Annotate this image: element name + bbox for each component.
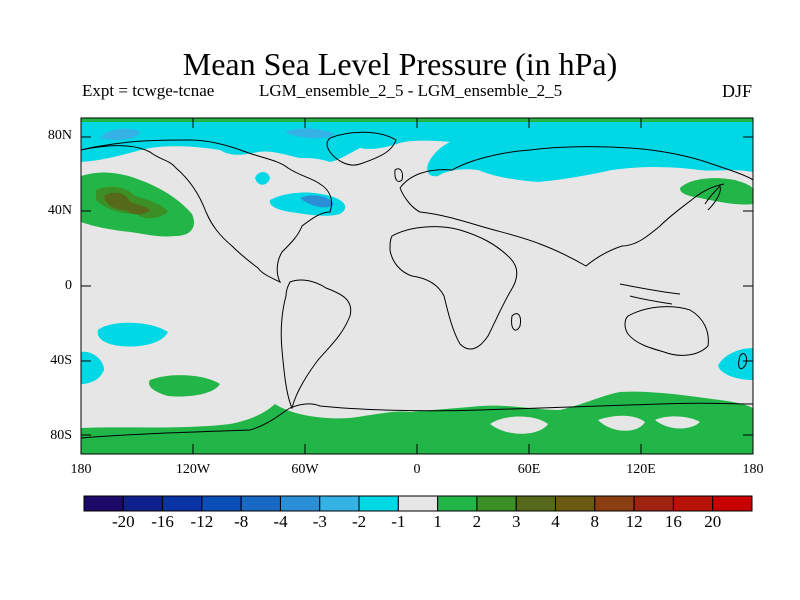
- colorbar-swatch: [712, 495, 753, 512]
- contour-neg3-north-atlantic: [300, 195, 334, 208]
- lon-label-0: 0: [413, 462, 421, 477]
- colorbar-swatch: [594, 495, 635, 512]
- colorbar-label: 8: [590, 512, 600, 531]
- japan-coast: [704, 185, 721, 211]
- colorbar-swatch: [201, 495, 242, 512]
- lon-label-120e: 120E: [626, 462, 656, 477]
- contour-gap-southern-1: [490, 416, 548, 434]
- contour-neg1-greenland: [255, 172, 270, 185]
- lat-label-40n: 40N: [47, 203, 72, 218]
- colorbar-swatch: [633, 495, 674, 512]
- colorbar-label: -12: [190, 512, 214, 531]
- colorbar-label: -2: [352, 512, 367, 531]
- ensemble-label: LGM_ensemble_2_5 - LGM_ensemble_2_5: [259, 81, 563, 100]
- colorbar-swatch: [319, 495, 360, 512]
- contour-neg1-arctic: [81, 118, 753, 182]
- greenland-coast: [326, 131, 397, 166]
- lon-label-60e: 60E: [517, 462, 541, 477]
- contour-pos1-northwest-pacific: [680, 178, 753, 205]
- lon-label-180e: 180: [742, 462, 764, 477]
- contour-pos1-antarctic-band: [81, 391, 753, 454]
- colorbar-swatch: [162, 495, 203, 512]
- colorbar-label: 2: [472, 512, 482, 531]
- colorbar-label: 3: [511, 512, 521, 531]
- axis-ticks: [81, 118, 753, 454]
- north-america-coast: [81, 139, 333, 284]
- lon-label-60w: 60W: [291, 462, 319, 477]
- lat-label-0: 0: [65, 278, 72, 293]
- colorbar-swatch: [437, 495, 478, 512]
- colorbar-swatch: [122, 495, 164, 512]
- colorbar-label: -16: [151, 512, 174, 531]
- colorbar-label: 12: [625, 512, 643, 531]
- australia-coast: [624, 306, 709, 356]
- contour-neg1-southwest-edge: [81, 351, 104, 384]
- lat-label-80n: 80N: [47, 128, 72, 143]
- colorbar-swatch: [358, 495, 399, 512]
- colorbar-label: -20: [111, 512, 135, 531]
- contour-gap-southern-3: [655, 416, 700, 429]
- colorbar-label: 4: [551, 512, 560, 531]
- indonesia-coast: [619, 283, 681, 305]
- colorbar-label: -4: [273, 512, 288, 531]
- south-america-coast: [280, 279, 352, 410]
- colorbar-swatch: [279, 495, 321, 512]
- contour-neg1-south-pacific: [97, 322, 168, 347]
- colorbar-label: 1: [433, 512, 442, 531]
- colorbar-label: -8: [234, 512, 249, 531]
- colorbar-swatch: [476, 495, 517, 512]
- madagascar-coast: [511, 313, 521, 331]
- colorbar-label: 20: [704, 512, 722, 531]
- colorbar-swatch: [555, 495, 596, 512]
- contour-neg1-southeast-edge: [718, 348, 753, 380]
- contour-neg2-arctic-west: [100, 128, 140, 140]
- contour-gap-southern-2: [598, 415, 645, 431]
- lon-label-180w: 180: [70, 462, 92, 477]
- colorbar-swatch: [397, 495, 439, 512]
- new-zealand-coast: [738, 353, 747, 370]
- colorbar-swatch: [83, 495, 124, 512]
- colorbar-swatch: [672, 495, 714, 512]
- africa-coast: [389, 226, 518, 350]
- contour-pos1-southern-west: [148, 375, 220, 397]
- colorbar-label: -1: [391, 512, 406, 531]
- colorbar-label: 16: [664, 512, 682, 531]
- colorbar-swatch: [240, 495, 281, 512]
- colorbar-swatch: [515, 495, 557, 512]
- lon-label-120w: 120W: [175, 462, 211, 477]
- antarctica-coast: [81, 402, 753, 439]
- experiment-label: Expt = tcwge-tcnae: [82, 81, 215, 100]
- lat-label-40s: 40S: [50, 353, 72, 368]
- uk-coast: [394, 168, 403, 183]
- contour-neg2-arctic-center: [285, 128, 335, 139]
- eurasia-coast: [399, 146, 753, 267]
- lat-label-80s: 80S: [50, 428, 72, 443]
- coastlines: [81, 131, 753, 439]
- colorbar-label: -3: [312, 512, 327, 531]
- contour-pos3-north-pacific: [104, 192, 150, 215]
- season-label: DJF: [722, 81, 753, 101]
- plot-title: Mean Sea Level Pressure (in hPa): [182, 46, 618, 82]
